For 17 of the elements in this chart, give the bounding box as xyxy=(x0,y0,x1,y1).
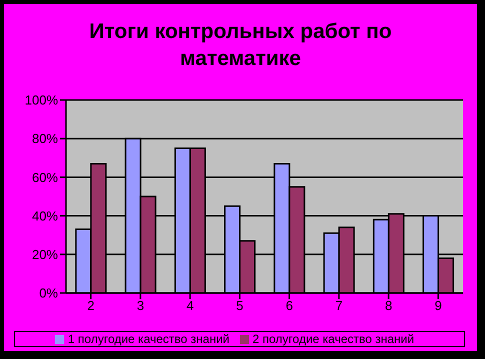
x-tick-label: 7 xyxy=(335,298,343,314)
x-tick-label: 5 xyxy=(236,298,244,314)
x-tick-label: 6 xyxy=(286,298,293,314)
x-tick-label: 8 xyxy=(384,298,392,314)
y-tick-label: 60% xyxy=(32,170,58,185)
x-tick-label: 9 xyxy=(434,298,442,314)
x-tick-label: 4 xyxy=(186,298,194,314)
y-tick-label: 20% xyxy=(32,247,58,262)
y-tick-label: 40% xyxy=(32,208,58,224)
legend-label: 1 полугодие качество знаний xyxy=(68,332,230,346)
y-tick-label: 80% xyxy=(32,131,58,146)
chart-title: Итоги контрольных работ по математике xyxy=(88,19,393,72)
legend-label: 2 полугодие качество знаний xyxy=(252,332,414,346)
y-tick-label: 100% xyxy=(24,92,58,108)
x-tick-label: 2 xyxy=(87,298,94,314)
y-tick-label: 0% xyxy=(39,286,58,301)
x-tick-label: 3 xyxy=(136,298,144,314)
